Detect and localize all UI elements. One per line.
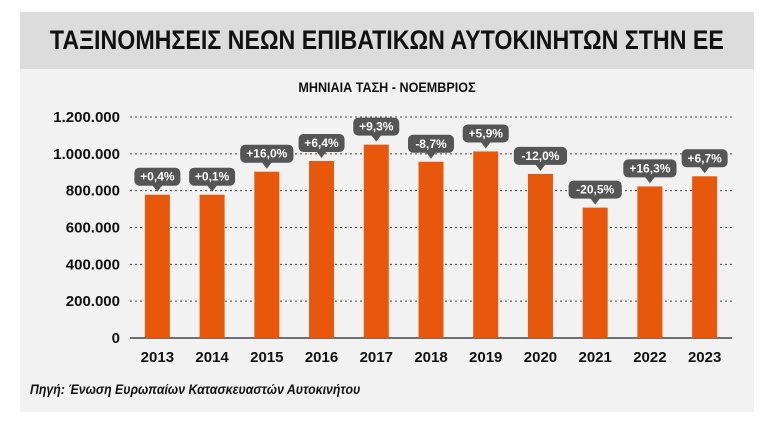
- change-label: +5,9%: [469, 126, 504, 140]
- chart-frame: ΤΑΞΙΝΟΜΗΣΕΙΣ ΝΕΩΝ ΕΠΙΒΑΤΙΚΩΝ ΑΥΤΟΚΙΝΗΤΩΝ…: [20, 12, 754, 412]
- callout-bubble: [462, 124, 509, 143]
- bar-callout: +0,4%: [134, 167, 181, 192]
- x-tick-label: 2021: [578, 349, 611, 366]
- x-tick-label: 2015: [250, 349, 283, 366]
- bar: [637, 186, 663, 338]
- callout-bubble: [134, 167, 181, 186]
- chart-subtitle: ΜΗΝΙΑΙΑ ΤΑΣΗ - ΝΟΕΜΒΡΙΟΣ: [298, 79, 476, 95]
- callout-bubble: [408, 134, 454, 153]
- change-label: +6,4%: [304, 136, 339, 150]
- callout-pointer: [152, 185, 163, 192]
- y-tick-label: 600.000: [66, 220, 120, 237]
- callout-pointer: [371, 135, 382, 142]
- bar-callout: -8,7%: [408, 134, 454, 159]
- y-tick-label: 1.200.000: [53, 109, 120, 126]
- bar-callout: +16,3%: [623, 159, 677, 184]
- callout-pointer: [261, 162, 272, 169]
- bar: [144, 194, 170, 338]
- callout-pointer: [535, 164, 546, 171]
- callout-bubble: [189, 167, 236, 186]
- change-label: -12,0%: [521, 149, 559, 163]
- bar-callout: +6,4%: [298, 134, 345, 159]
- callout-pointer: [699, 166, 710, 174]
- change-label: +16,0%: [246, 147, 287, 161]
- bar: [692, 176, 718, 338]
- x-tick-label: 2019: [469, 349, 502, 366]
- change-label: -8,7%: [415, 137, 447, 151]
- change-label: -20,5%: [576, 183, 614, 197]
- callout-bubble: [568, 180, 622, 199]
- bar-callout: +16,0%: [240, 144, 294, 169]
- change-label: +0,4%: [140, 170, 175, 184]
- y-tick-label: 1.000.000: [53, 146, 120, 163]
- callout-pointer: [207, 185, 218, 192]
- callout-bubble: [681, 149, 728, 168]
- bar-callout: +6,7%: [681, 149, 728, 174]
- callout-pointer: [316, 151, 327, 159]
- x-tick-label: 2020: [524, 349, 557, 366]
- bar: [527, 173, 553, 338]
- callout-pointer: [644, 176, 655, 184]
- callout-bubble: [298, 134, 345, 153]
- chart-main-title: ΤΑΞΙΝΟΜΗΣΕΙΣ ΝΕΩΝ ΕΠΙΒΑΤΙΚΩΝ ΑΥΤΟΚΙΝΗΤΩΝ…: [49, 25, 725, 55]
- bar-chart: 0 200.000 400.000 600.000 800.000 1.000.000 1.…: [53, 109, 732, 366]
- bar-callout: +0,1%: [189, 167, 236, 192]
- callout-bubble: [623, 159, 677, 178]
- y-tick-label: 200.000: [66, 293, 120, 310]
- bar-callout: -20,5%: [568, 180, 622, 205]
- callout-bubble: [240, 144, 294, 163]
- y-tick-label: 0: [112, 330, 120, 347]
- callout-bubble: [513, 146, 568, 165]
- title-bar: ΤΑΞΙΝΟΜΗΣΕΙΣ ΝΕΩΝ ΕΠΙΒΑΤΙΚΩΝ ΑΥΤΟΚΙΝΗΤΩΝ…: [20, 12, 754, 69]
- change-label: +0,1%: [195, 170, 230, 184]
- bar: [363, 144, 389, 338]
- callout-pointer: [590, 198, 601, 205]
- callout-pointer: [426, 152, 436, 159]
- x-tick-label: 2016: [305, 349, 338, 366]
- x-tick-label: 2013: [141, 349, 174, 366]
- bar-callout: +9,3%: [353, 117, 400, 142]
- source-note: Πηγή: Ένωση Ευρωπαίων Κατασκευαστών Αυτο…: [30, 381, 361, 397]
- x-tick-label: 2018: [414, 349, 447, 366]
- change-label: +16,3%: [629, 161, 670, 175]
- change-label: +6,7%: [687, 151, 722, 165]
- bar: [582, 207, 608, 338]
- y-tick-label: 400.000: [66, 256, 120, 273]
- bar: [199, 194, 225, 338]
- change-label: +9,3%: [359, 120, 394, 134]
- callout-pointer: [480, 141, 491, 149]
- x-tick-label: 2022: [633, 349, 666, 366]
- x-tick-label: 2017: [360, 349, 393, 366]
- bar: [309, 161, 335, 338]
- x-tick-label: 2023: [688, 349, 721, 366]
- y-tick-label: 800.000: [66, 183, 120, 200]
- bar: [254, 171, 280, 338]
- bar: [418, 161, 444, 338]
- bar-callout: +5,9%: [462, 124, 509, 149]
- bar: [473, 151, 499, 338]
- callout-bubble: [353, 117, 400, 136]
- x-tick-label: 2014: [195, 349, 229, 366]
- bar-callout: -12,0%: [513, 146, 568, 171]
